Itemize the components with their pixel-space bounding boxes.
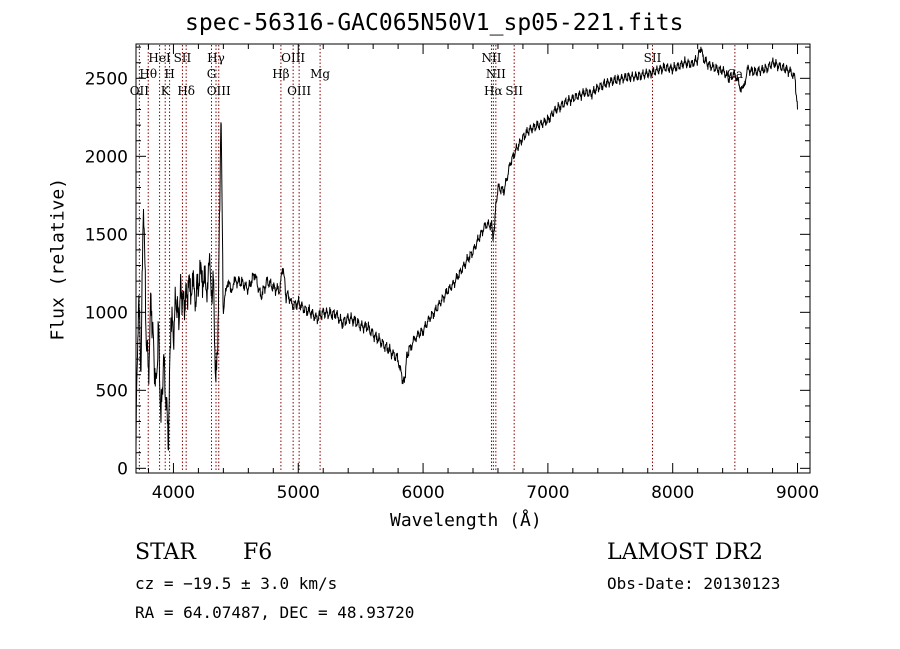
y-tick-label: 2500 bbox=[85, 69, 128, 89]
marker-labels: OIIHθHeIKHSIIHδHγGOIIIOIIIHβOIIIMgNIINII… bbox=[130, 51, 743, 98]
object-class: STAR bbox=[135, 540, 196, 565]
line-marker-label: K bbox=[161, 84, 171, 98]
line-marker-label: Hα bbox=[484, 84, 503, 98]
line-marker-label: Hγ bbox=[207, 51, 225, 65]
line-marker-label: Ca bbox=[727, 67, 743, 81]
axes: 4000 5000 6000 7000 8000 9000 0 500 1000 1500 2000… bbox=[85, 43, 819, 503]
x-tick-label: 7000 bbox=[526, 483, 569, 503]
line-marker-label: Hθ bbox=[139, 67, 157, 81]
x-axis-label: Wavelength (Å) bbox=[390, 510, 542, 531]
y-axis-label: Flux (relative) bbox=[47, 177, 69, 341]
line-marker-label: OIII bbox=[287, 84, 311, 98]
x-tick-label: 9000 bbox=[776, 483, 819, 503]
line-marker-label: Hδ bbox=[177, 84, 195, 98]
survey-name: LAMOST DR2 bbox=[607, 540, 763, 565]
y-tick-label: 500 bbox=[96, 381, 128, 401]
line-marker-label: NII bbox=[486, 67, 506, 81]
line-marker-label: H bbox=[164, 67, 174, 81]
line-marker-label: Mg bbox=[310, 67, 330, 81]
line-marker-label: OII bbox=[130, 84, 150, 98]
line-marker-label: Hβ bbox=[272, 67, 289, 81]
y-tick-label: 2000 bbox=[85, 147, 128, 167]
line-marker-label: G bbox=[207, 67, 217, 81]
line-marker-label: SII bbox=[505, 84, 523, 98]
x-tick-label: 8000 bbox=[651, 483, 694, 503]
velocity-text: cz = −19.5 ± 3.0 km/s bbox=[135, 574, 338, 593]
y-tick-label: 0 bbox=[117, 459, 128, 479]
plot-frame bbox=[135, 43, 811, 474]
x-tick-label: 6000 bbox=[401, 483, 444, 503]
line-marker-label: SII bbox=[644, 51, 662, 65]
obs-date: Obs-Date: 20130123 bbox=[607, 574, 781, 593]
spectrum-line bbox=[135, 46, 798, 451]
line-marker-label: SII bbox=[174, 51, 192, 65]
y-tick-label: 1000 bbox=[85, 303, 128, 323]
line-marker-label: OIII bbox=[207, 84, 231, 98]
x-tick-label: 4000 bbox=[152, 483, 195, 503]
line-marker-label: NII bbox=[481, 51, 501, 65]
coordinates-text: RA = 64.07487, DEC = 48.93720 bbox=[135, 603, 415, 622]
x-tick-label: 5000 bbox=[277, 483, 320, 503]
object-subclass: F6 bbox=[243, 540, 273, 565]
y-tick-label: 1500 bbox=[85, 225, 128, 245]
line-marker-label: OIII bbox=[281, 51, 305, 65]
chart-title: spec-56316-GAC065N50V1_sp05-221.fits bbox=[185, 10, 684, 36]
line-marker-label: HeI bbox=[148, 51, 171, 65]
spectrum-line-layer bbox=[135, 46, 798, 451]
line-markers bbox=[138, 45, 736, 472]
